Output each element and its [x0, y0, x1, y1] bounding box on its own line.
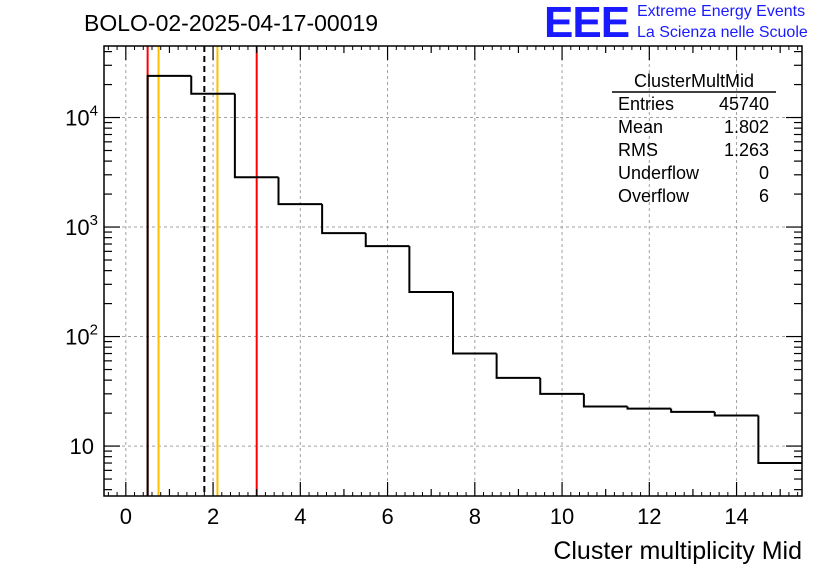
histogram-bin	[539, 377, 584, 395]
histogram-bin	[495, 353, 541, 379]
plot-frame	[103, 45, 803, 497]
histogram-bin	[146, 74, 192, 496]
x-tick-label: 12	[637, 504, 661, 529]
x-tick-label: 10	[550, 504, 574, 529]
y-tick-label: 10	[70, 434, 94, 459]
x-tick-label: 0	[120, 504, 132, 529]
stats-title: ClusterMultMid	[634, 71, 754, 91]
eee-logo: EEE	[544, 0, 630, 47]
x-tick-label: 8	[469, 504, 481, 529]
histogram-bin	[582, 393, 628, 408]
x-tick-label: 2	[207, 504, 219, 529]
histogram-bin	[626, 406, 672, 410]
x-tick-label: 6	[381, 504, 393, 529]
stats-label: RMS	[618, 140, 658, 160]
stats-value: 1.802	[724, 117, 769, 137]
histogram-bin	[408, 246, 453, 294]
histogram-bin	[277, 177, 323, 206]
stats-label: Entries	[618, 94, 674, 114]
x-axis-title: Cluster multiplicity Mid	[553, 537, 802, 565]
x-tick-label: 14	[724, 504, 748, 529]
histogram-bin	[190, 75, 235, 95]
histogram-bin	[713, 411, 759, 417]
stats-value: 45740	[719, 94, 769, 114]
stats-label: Overflow	[618, 186, 690, 206]
histogram-bin	[452, 292, 497, 355]
y-tick-label: 102	[65, 322, 98, 350]
stats-value: 1.263	[724, 140, 769, 160]
histogram-bin	[364, 233, 410, 248]
run-title: BOLO-02-2025-04-17-00019	[84, 10, 379, 36]
stats-value: 6	[759, 186, 769, 206]
histogram-bin	[233, 93, 279, 179]
logo-subtitle-line2: La Scienza nelle Scuole	[637, 24, 808, 41]
histogram-bin	[321, 204, 366, 235]
histogram-bin	[757, 415, 802, 465]
x-tick-label: 4	[294, 504, 306, 529]
y-tick-label: 104	[65, 103, 98, 131]
stats-label: Underflow	[618, 163, 700, 183]
logo-subtitle-line1: Extreme Energy Events	[637, 3, 806, 20]
histogram-bin	[670, 408, 715, 413]
stats-label: Mean	[618, 117, 663, 137]
y-tick-label: 103	[65, 212, 98, 240]
stats-value: 0	[759, 163, 769, 183]
